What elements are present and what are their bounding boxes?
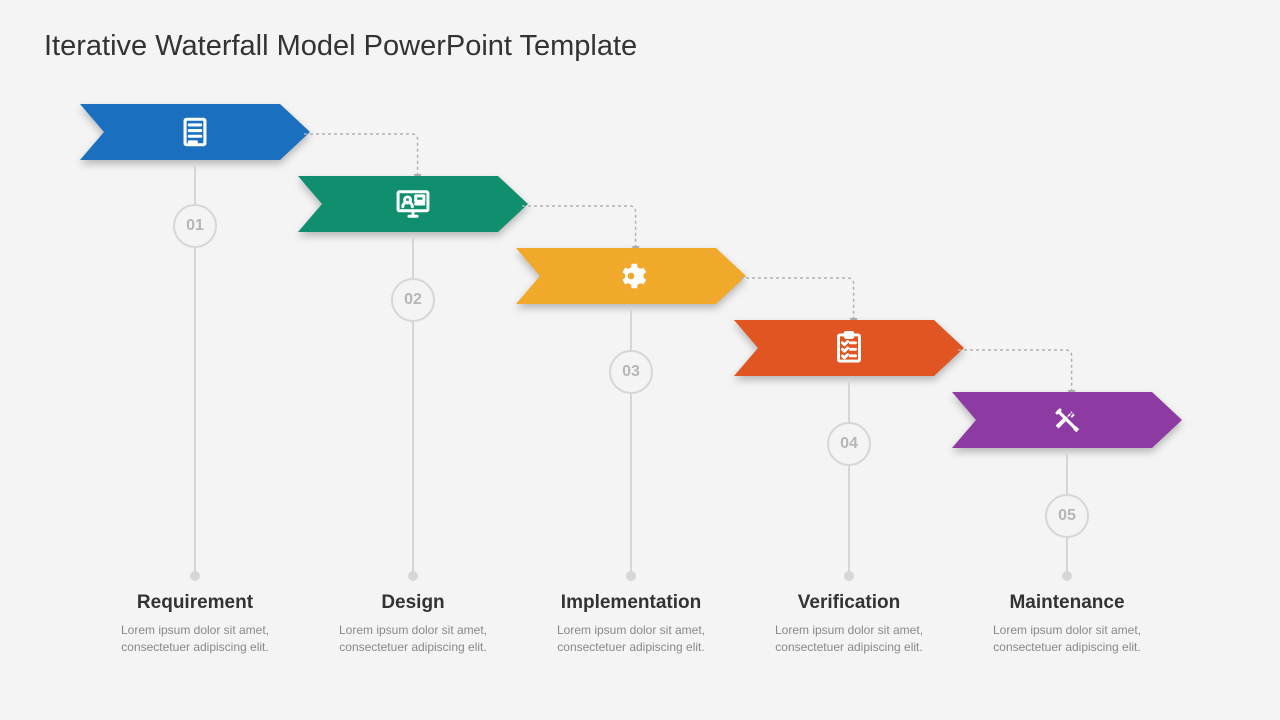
monitor-user-icon [394, 187, 432, 221]
step-body: Lorem ipsum dolor sit amet, consectetuer… [90, 622, 300, 657]
step-label-1: Requirement Lorem ipsum dolor sit amet, … [90, 592, 300, 657]
step-body: Lorem ipsum dolor sit amet, consectetuer… [744, 622, 954, 657]
step-label-5: Maintenance Lorem ipsum dolor sit amet, … [962, 592, 1172, 657]
diagram-stage: 01 Requirement Lorem ipsum dolor sit ame… [0, 0, 1280, 720]
checklist-icon [833, 331, 865, 365]
gear-icon [615, 260, 647, 292]
step-heading: Implementation [526, 592, 736, 614]
step-arrow-3 [516, 248, 746, 304]
step-label-3: Implementation Lorem ipsum dolor sit ame… [526, 592, 736, 657]
step-body: Lorem ipsum dolor sit amet, consectetuer… [308, 622, 518, 657]
step-body: Lorem ipsum dolor sit amet, consectetuer… [526, 622, 736, 657]
step-number-2: 02 [391, 278, 435, 322]
step-number-5: 05 [1045, 494, 1089, 538]
step-label-4: Verification Lorem ipsum dolor sit amet,… [744, 592, 954, 657]
step-arrow-2 [298, 176, 528, 232]
step-heading: Design [308, 592, 518, 614]
step-heading: Requirement [90, 592, 300, 614]
step-arrow-5 [952, 392, 1182, 448]
step-arrow-1 [80, 104, 310, 160]
step-number-3: 03 [609, 350, 653, 394]
step-body: Lorem ipsum dolor sit amet, consectetuer… [962, 622, 1172, 657]
step-number-4: 04 [827, 422, 871, 466]
drop-line-3 [630, 306, 632, 576]
step-arrow-4 [734, 320, 964, 376]
step-label-2: Design Lorem ipsum dolor sit amet, conse… [308, 592, 518, 657]
drop-line-4 [848, 378, 850, 576]
list-icon [178, 115, 212, 149]
step-number-1: 01 [173, 204, 217, 248]
step-heading: Verification [744, 592, 954, 614]
tools-icon [1050, 403, 1084, 437]
step-heading: Maintenance [962, 592, 1172, 614]
